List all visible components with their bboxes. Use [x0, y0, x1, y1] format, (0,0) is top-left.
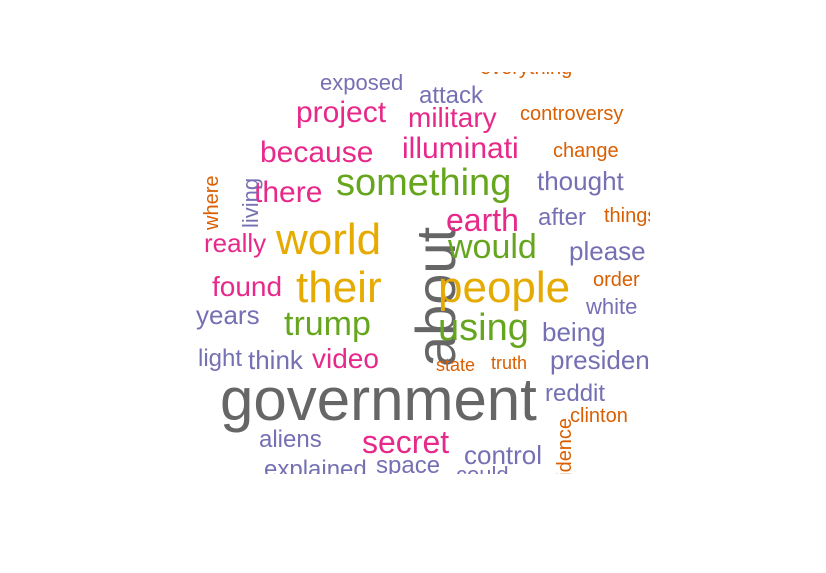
word-everything: everything: [480, 72, 572, 78]
word-living: living: [238, 177, 263, 228]
word-white: white: [586, 294, 638, 319]
word-because: because: [260, 136, 374, 169]
word-things: things: [604, 205, 650, 227]
word-aliens: aliens: [259, 426, 322, 453]
word-clinton: clinton: [570, 405, 628, 427]
word-found: found: [212, 271, 283, 302]
word-after: after: [538, 204, 587, 231]
word-order: order: [593, 269, 640, 291]
word-change: change: [553, 140, 619, 162]
word-explained: explained: [264, 456, 367, 475]
word-video: video: [312, 343, 379, 374]
word-control: control: [464, 440, 543, 470]
word-controversy: controversy: [520, 103, 624, 125]
word-space: space: [376, 452, 441, 475]
word-thought: thought: [537, 166, 624, 196]
word-exposed: exposed: [320, 72, 404, 95]
word-truth: truth: [491, 353, 528, 373]
word-illuminati: illuminati: [402, 132, 519, 165]
word-trump: trump: [284, 305, 371, 343]
word-please: please: [569, 236, 646, 266]
word-evidence: evidence: [554, 417, 576, 474]
word-think: think: [248, 345, 303, 375]
word-reddit: reddit: [545, 380, 606, 407]
word-using: using: [438, 307, 529, 349]
word-president: president: [550, 345, 650, 375]
word-earth: earth: [446, 202, 519, 238]
word-being: being: [542, 317, 606, 347]
word-people: people: [438, 263, 571, 312]
word-secret: secret: [362, 424, 450, 460]
word-cloud-area: government about people their world something…: [190, 72, 650, 474]
word-there: there: [254, 176, 323, 209]
word-where: where: [201, 175, 223, 230]
word-state: state: [436, 355, 476, 375]
word-their: their: [296, 263, 382, 312]
word-world: world: [276, 215, 382, 264]
word-government: government: [220, 366, 537, 433]
word-years: years: [196, 300, 260, 330]
word-light: light: [198, 345, 243, 372]
word-really: really: [204, 228, 267, 258]
word-could: could: [456, 464, 509, 475]
word-project: project: [296, 96, 387, 129]
word-attack: attack: [419, 82, 484, 109]
word-would: would: [448, 228, 537, 266]
word-something: something: [336, 162, 512, 204]
word-military: military: [408, 102, 497, 133]
